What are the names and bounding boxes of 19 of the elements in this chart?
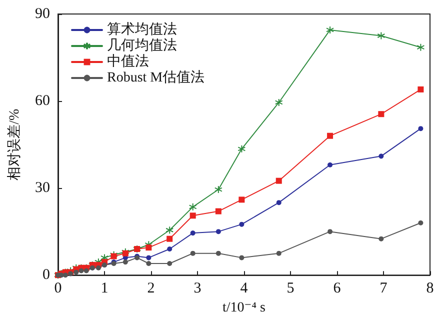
x-tick-label: 7 (380, 280, 388, 297)
x-tick-label: 2 (147, 280, 155, 297)
legend-label: 算术均值法 (107, 22, 177, 38)
y-tick-label: 60 (35, 93, 50, 110)
y-tick-label: 30 (35, 180, 50, 196)
x-tick-label: 4 (240, 280, 248, 297)
x-tick-label: 1 (100, 280, 108, 297)
y-tick-label: 0 (42, 267, 50, 284)
x-axis-title: t/10⁻⁴ s (222, 300, 266, 316)
x-tick-label: 0 (54, 280, 62, 297)
x-tick-label: 6 (333, 280, 342, 297)
legend-label: 中值法 (107, 54, 149, 70)
legend-label: 几何均值法 (107, 38, 177, 54)
x-tick-label: 3 (194, 280, 202, 297)
y-axis-title: 相对误差/% (6, 108, 22, 180)
x-tick-label: 5 (286, 280, 294, 297)
x-tick-label: 8 (426, 280, 434, 297)
y-tick-label: 90 (35, 6, 50, 22)
legend-label: Robust M估值法 (107, 70, 205, 86)
